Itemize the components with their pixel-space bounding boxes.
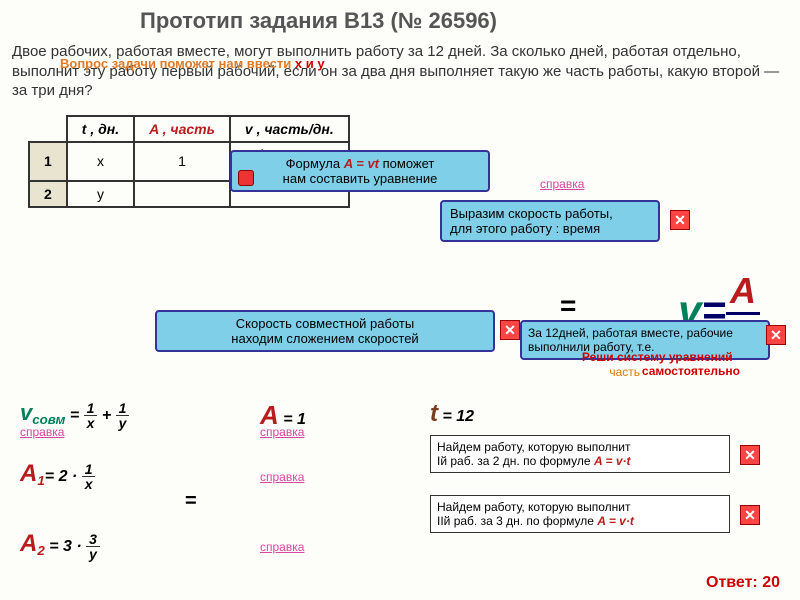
hint-question: Вопрос задачи поможет нам ввести x и y xyxy=(60,56,325,73)
answer: Ответ: 20 xyxy=(706,574,780,592)
th-t: t , дн. xyxy=(67,116,134,142)
ref-link[interactable]: справка xyxy=(260,540,304,554)
page-title: Прототип задания B13 (№ 26596) xyxy=(0,0,800,38)
eq-a1: A1= 2 · 1x xyxy=(20,460,95,491)
close-icon[interactable]: ✕ xyxy=(766,325,786,345)
ref-link[interactable]: справка xyxy=(260,425,304,439)
callout-speed: Выразим скорость работы, для этого работ… xyxy=(440,200,660,242)
work-box-2: Найдем работу, которую выполнит IIй раб.… xyxy=(430,495,730,533)
ref-link[interactable]: справка xyxy=(20,425,64,439)
close-icon[interactable]: ✕ xyxy=(500,320,520,340)
th-v: v , часть/дн. xyxy=(230,116,349,142)
equals-sign: = xyxy=(560,290,576,322)
equals-sign: = xyxy=(185,490,197,513)
ref-link[interactable]: справка xyxy=(260,470,304,484)
callout-formula: Формула A = vt поможет нам составить ура… xyxy=(230,150,490,192)
th-a: A , часть xyxy=(134,116,230,142)
close-icon[interactable]: ✕ xyxy=(670,210,690,230)
work-box-1: Найдем работу, которую выполнит Iй раб. … xyxy=(430,435,730,473)
eq-t: t = 12 xyxy=(430,400,474,428)
marker-icon xyxy=(238,170,254,186)
ref-link[interactable]: справка xyxy=(540,177,584,191)
close-icon[interactable]: ✕ xyxy=(740,505,760,525)
callout-joint: Скорость совместной работы находим сложе… xyxy=(155,310,495,352)
solve-hint: Реши систему уравненийсамостоятельно xyxy=(582,350,740,378)
close-icon[interactable]: ✕ xyxy=(740,445,760,465)
problem-text: Двое рабочих, работая вместе, могут выпо… xyxy=(0,38,800,105)
eq-a2: A2 = 3 · 3y xyxy=(20,530,100,561)
part-label: часть xyxy=(609,365,640,379)
